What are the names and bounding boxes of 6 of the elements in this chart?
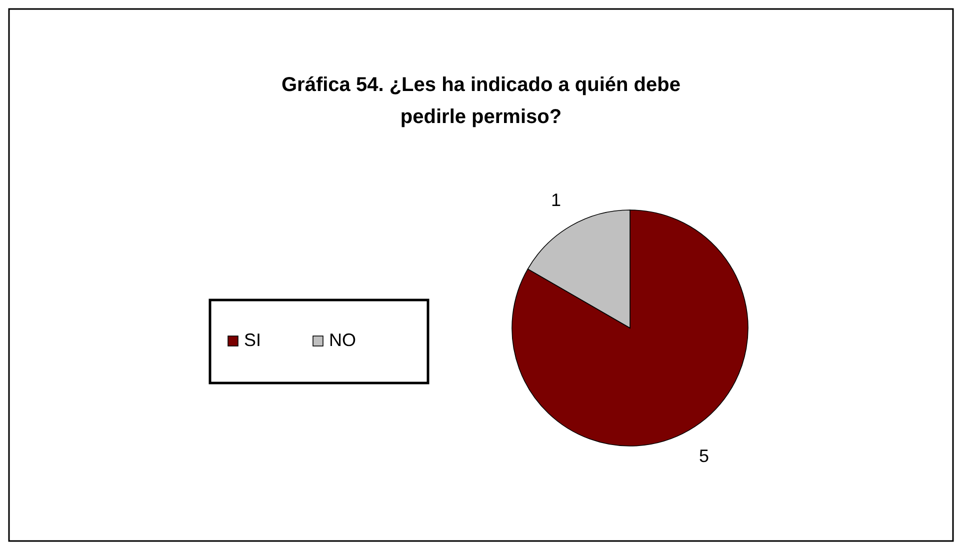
data-label: 5 <box>698 446 710 466</box>
data-label: 1 <box>550 190 562 210</box>
pie-slice <box>512 210 748 446</box>
chart-title: Gráfica 54. ¿Les ha indicado a quién debe pedirle permiso? <box>281 74 681 128</box>
legend-label: NO <box>329 330 356 350</box>
legend-label: SI <box>244 330 262 350</box>
